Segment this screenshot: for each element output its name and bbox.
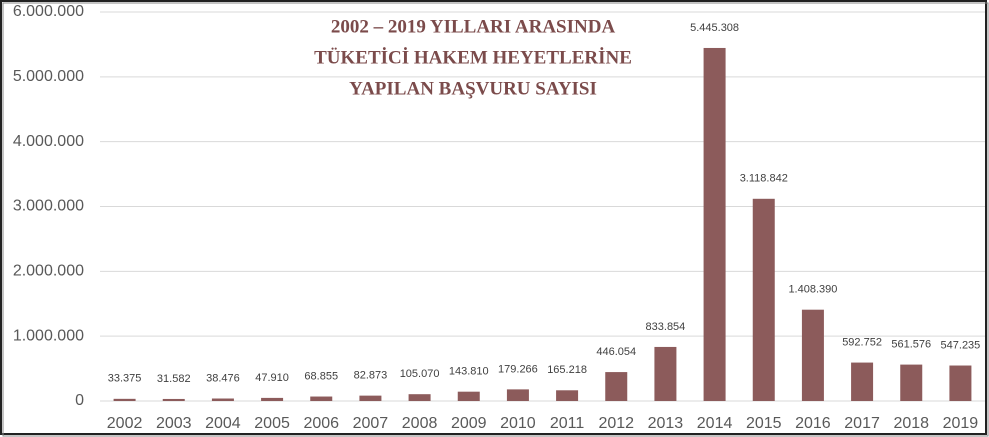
bar	[408, 394, 431, 401]
x-tick-label: 2002	[107, 415, 143, 432]
y-tick-label: 3.000.000	[13, 198, 84, 215]
x-tick-label: 2005	[254, 415, 290, 432]
value-label: 68.855	[304, 370, 338, 382]
chart-title: YAPILAN BAŞVURU SAYISI	[349, 78, 597, 99]
value-label: 833.854	[646, 321, 686, 333]
bar	[506, 389, 529, 401]
x-tick-label: 2011	[550, 415, 585, 432]
value-label: 82.873	[354, 370, 388, 382]
y-tick-label: 4.000.000	[13, 133, 84, 150]
bar	[900, 364, 923, 401]
bar	[457, 391, 480, 401]
x-tick-label: 2009	[451, 415, 487, 432]
y-tick-label: 5.000.000	[13, 68, 84, 85]
bar	[211, 398, 234, 401]
value-label: 31.582	[157, 373, 191, 385]
bar	[949, 365, 972, 401]
x-tick-label: 2017	[844, 415, 880, 432]
bar	[605, 372, 628, 401]
x-tick-label: 2006	[303, 415, 339, 432]
value-label: 33.375	[108, 373, 142, 385]
x-tick-label: 2007	[353, 415, 389, 432]
value-label: 165.218	[547, 364, 587, 376]
y-tick-label: 0	[75, 392, 84, 409]
y-tick-label: 1.000.000	[13, 327, 84, 344]
bar	[310, 396, 333, 401]
value-label: 143.810	[449, 366, 489, 378]
bar	[851, 362, 874, 401]
x-tick-label: 2004	[205, 415, 241, 432]
bar	[801, 309, 824, 401]
x-tick-label: 2010	[500, 415, 536, 432]
bar	[359, 395, 382, 401]
y-tick-label: 2.000.000	[13, 263, 84, 280]
x-tick-label: 2015	[746, 415, 782, 432]
x-tick-label: 2008	[402, 415, 438, 432]
x-tick-label: 2019	[943, 415, 979, 432]
value-label: 38.476	[206, 372, 240, 384]
chart-title: TÜKETİCİ HAKEM HEYETLERİNE	[314, 47, 632, 68]
bar	[752, 198, 775, 401]
value-label: 561.576	[891, 338, 931, 350]
value-label: 47.910	[255, 372, 289, 384]
bar	[703, 47, 726, 402]
x-tick-label: 2003	[156, 415, 192, 432]
x-tick-label: 2013	[648, 415, 684, 432]
value-label: 446.054	[596, 346, 636, 358]
value-label: 5.445.308	[690, 22, 739, 34]
value-label: 1.408.390	[788, 284, 837, 296]
bar	[261, 397, 284, 401]
chart-title: 2002 – 2019 YILLARI ARASINDA	[331, 16, 616, 37]
x-tick-label: 2018	[893, 415, 929, 432]
value-label: 592.752	[842, 336, 882, 348]
bar	[162, 398, 185, 401]
bar	[113, 398, 136, 401]
bar	[556, 390, 579, 401]
bar	[654, 346, 677, 401]
value-label: 105.070	[400, 368, 440, 380]
y-tick-label: 6.000.000	[13, 3, 84, 20]
x-tick-label: 2014	[697, 415, 733, 432]
value-label: 547.235	[941, 339, 981, 351]
value-label: 179.266	[498, 363, 538, 375]
x-tick-label: 2012	[598, 415, 634, 432]
x-tick-label: 2016	[795, 415, 831, 432]
value-label: 3.118.842	[740, 173, 788, 185]
